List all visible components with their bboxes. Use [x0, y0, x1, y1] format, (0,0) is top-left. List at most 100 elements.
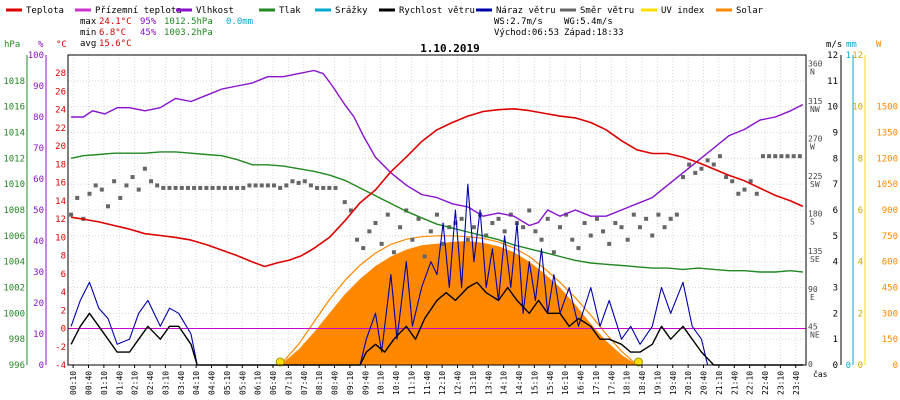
solar-area	[280, 241, 637, 365]
wind-direction-point	[192, 185, 197, 190]
wind-direction-point	[797, 154, 802, 159]
wind-direction-point	[502, 229, 507, 234]
wind-speed-tick-label: 1	[833, 335, 838, 345]
wind-direction-point	[367, 229, 372, 234]
wind-direction-point	[216, 185, 221, 190]
x-tick-label: 06:10	[254, 371, 263, 395]
uv-tick-label: 6	[858, 206, 863, 216]
solar-tick-label: 1200	[876, 154, 898, 164]
x-tick-label: 23:10	[776, 371, 785, 395]
wind-direction-point	[204, 185, 209, 190]
wind-direction-point	[496, 216, 501, 221]
uv-tick-label: 2	[858, 309, 863, 319]
wind-dir-tick-label: 90	[808, 285, 818, 294]
wind-direction-point	[404, 208, 409, 213]
wind-speed-unit: m/s	[826, 40, 842, 50]
temperature-tick-label: -2	[55, 343, 66, 353]
wind-speed-tick-label: 2	[833, 309, 838, 319]
x-tick-label: 21:10	[715, 371, 724, 395]
plot-area	[68, 55, 806, 367]
wind-speed-tick-label: 7	[833, 180, 838, 190]
wind-direction-point	[644, 216, 649, 221]
wind-direction-point	[730, 179, 735, 184]
wind-direction-point	[167, 185, 172, 190]
wind-direction-point	[391, 250, 396, 255]
rain-tick-label: 0	[846, 361, 851, 371]
stat-max-temp: 24.1°C	[99, 17, 132, 27]
x-tick-label: 16:40	[577, 371, 586, 395]
wind-direction-point	[259, 183, 264, 188]
wind-direction-point	[435, 212, 439, 217]
wind-dir-tick-label: 0	[808, 360, 813, 369]
wind-direction-point	[355, 237, 360, 242]
solar-unit: W	[876, 40, 882, 50]
wind-direction-point	[699, 166, 704, 171]
pressure-tick-label: 1012	[3, 154, 25, 164]
wind-direction-point	[760, 154, 765, 159]
temperature-tick-label: 2	[61, 306, 66, 316]
uv-tick-label: 0	[858, 361, 863, 371]
wind-direction-point	[681, 175, 685, 180]
x-tick-label: 08:40	[331, 371, 340, 395]
wind-speed-tick-label: 3	[833, 284, 838, 294]
wind-direction-point	[428, 229, 433, 234]
wind-direction-point	[155, 183, 160, 188]
humidity-tick-label: 60	[33, 175, 44, 185]
pressure-tick-label: 1016	[3, 103, 25, 113]
wind-direction-point	[717, 154, 722, 159]
solar-tick-label: 0	[893, 361, 898, 371]
x-tick-label: 17:40	[607, 371, 616, 395]
x-tick-label: 17:10	[592, 371, 601, 395]
x-tick-label: 00:40	[85, 371, 94, 395]
x-tick-label: 11:10	[407, 371, 416, 395]
solar-max-line	[279, 235, 638, 366]
legend-label: UV index	[661, 6, 705, 16]
solar-tick-label: 600	[882, 258, 898, 268]
x-tick-label: 02:10	[131, 371, 140, 395]
wind-direction-point	[69, 212, 74, 217]
wind-direction-point	[321, 185, 326, 190]
stat-wind-gust: WG:5.4m/s	[564, 17, 613, 27]
humidity-tick-label: 90	[33, 82, 44, 92]
x-tick-label: 22:10	[746, 371, 755, 395]
wind-direction-point	[179, 185, 184, 190]
rain-unit: mm	[846, 40, 857, 50]
wind-direction-point	[564, 212, 569, 217]
pressure-tick-label: 1000	[3, 309, 25, 319]
wind-speed-tick-label: 10	[827, 103, 838, 113]
humidity-tick-label: 50	[33, 206, 44, 216]
wind-speed-tick-label: 4	[833, 258, 838, 268]
wind-direction-point	[278, 185, 283, 190]
wind-compass-label: NW	[810, 105, 820, 114]
wind-direction-point	[112, 179, 117, 184]
x-tick-label: 18:10	[623, 371, 632, 395]
wind-direction-point	[410, 237, 415, 242]
pressure-tick-label: 1018	[3, 77, 25, 87]
wind-direction-point	[736, 191, 741, 196]
pressure-line	[70, 151, 803, 273]
humidity-tick-label: 40	[33, 237, 44, 247]
humidity-tick-label: 100	[28, 51, 44, 61]
wind-direction-point	[668, 216, 673, 221]
legend-item: Tlak	[259, 6, 301, 16]
plot-border	[67, 54, 807, 366]
wind-direction-point	[361, 246, 366, 251]
humidity-tick-label: 70	[33, 144, 44, 154]
wind-direction-point	[333, 185, 338, 190]
x-tick-label: 01:40	[115, 371, 124, 395]
wind-speed-tick-label: 5	[833, 232, 838, 242]
x-tick-label: 20:10	[684, 371, 693, 395]
x-tick-label: 03:10	[161, 371, 170, 395]
x-tick-label: 00:10	[69, 371, 78, 395]
solar-tick-label: 150	[882, 335, 898, 345]
wind-speed-tick-label: 0	[833, 361, 838, 371]
wind-speed-tick-label: 11	[827, 77, 838, 87]
wind-direction-point	[724, 175, 729, 180]
wind-direction-point	[290, 179, 295, 184]
x-tick-label: 06:40	[269, 371, 278, 395]
x-tick-label: 09:10	[346, 371, 355, 395]
temperature-tick-label: 24	[55, 106, 66, 116]
wind-direction-point	[124, 183, 129, 188]
temperature-tick-label: 8	[61, 252, 66, 262]
